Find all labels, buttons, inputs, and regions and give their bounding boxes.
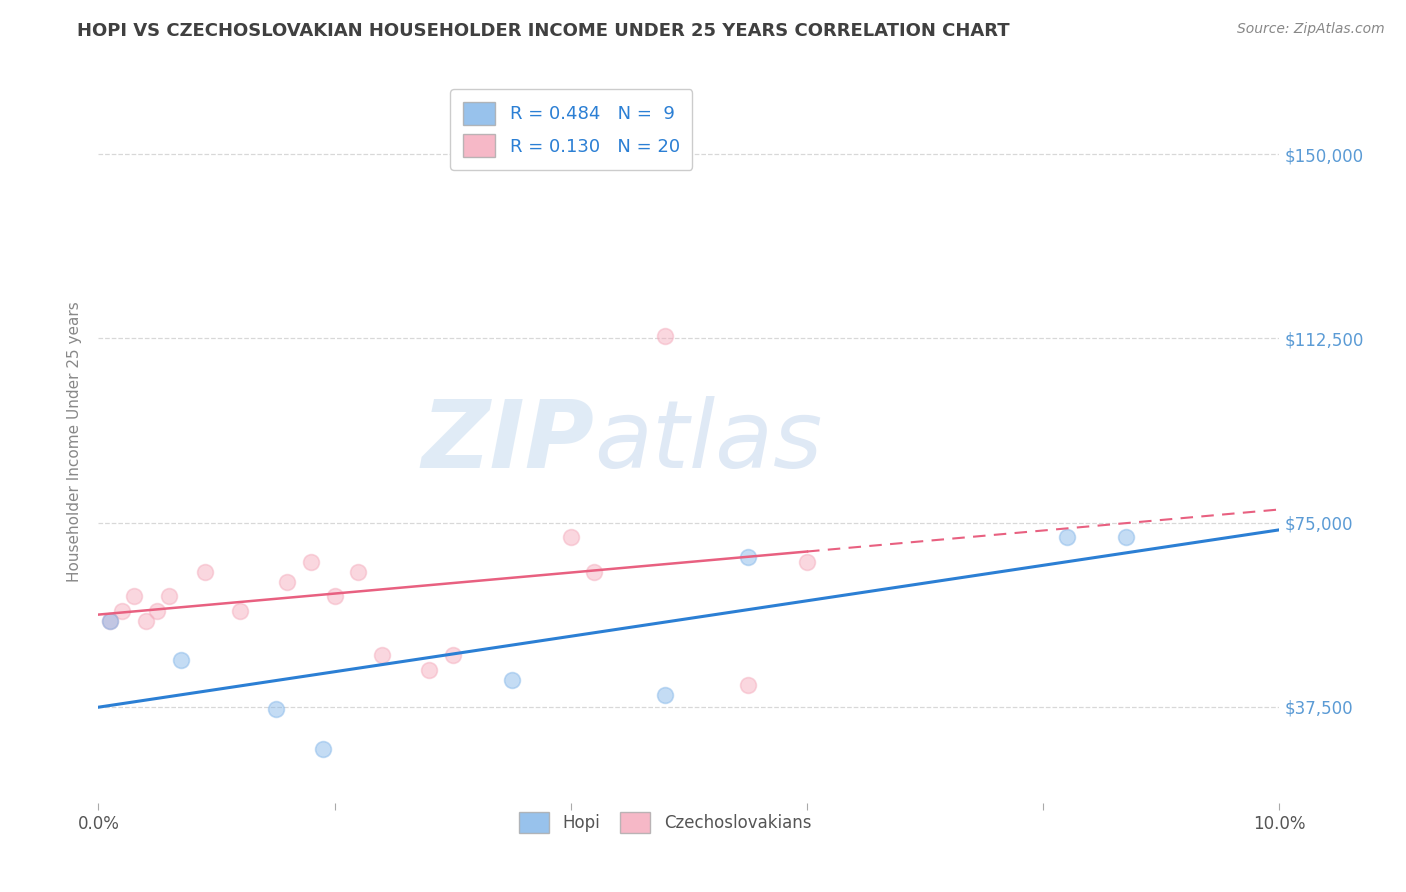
Text: ZIP: ZIP: [422, 395, 595, 488]
Point: [312, 741, 335, 756]
Point: [560, 530, 582, 544]
Point: [737, 678, 759, 692]
Point: [418, 663, 440, 677]
Point: [583, 565, 606, 579]
Text: Source: ZipAtlas.com: Source: ZipAtlas.com: [1237, 22, 1385, 37]
Point: [98, 614, 121, 628]
Text: HOPI VS CZECHOSLOVAKIAN HOUSEHOLDER INCOME UNDER 25 YEARS CORRELATION CHART: HOPI VS CZECHOSLOVAKIAN HOUSEHOLDER INCO…: [77, 22, 1010, 40]
Point: [135, 614, 157, 628]
Point: [157, 590, 180, 604]
Point: [347, 565, 370, 579]
Point: [1056, 530, 1078, 544]
Point: [146, 604, 169, 618]
Point: [98, 614, 121, 628]
Point: [264, 702, 287, 716]
Point: [501, 673, 523, 687]
Point: [229, 604, 252, 618]
Y-axis label: Householder Income Under 25 years: Householder Income Under 25 years: [67, 301, 83, 582]
Point: [796, 555, 818, 569]
Text: atlas: atlas: [595, 396, 823, 487]
Point: [371, 648, 394, 663]
Point: [654, 329, 676, 343]
Point: [323, 590, 346, 604]
Point: [122, 590, 145, 604]
Point: [737, 549, 759, 564]
Point: [194, 565, 217, 579]
Point: [276, 574, 298, 589]
Point: [441, 648, 464, 663]
Point: [170, 653, 193, 667]
Legend: Hopi, Czechoslovakians: Hopi, Czechoslovakians: [508, 800, 823, 845]
Point: [1115, 530, 1137, 544]
Point: [111, 604, 134, 618]
Point: [654, 688, 676, 702]
Point: [299, 555, 322, 569]
